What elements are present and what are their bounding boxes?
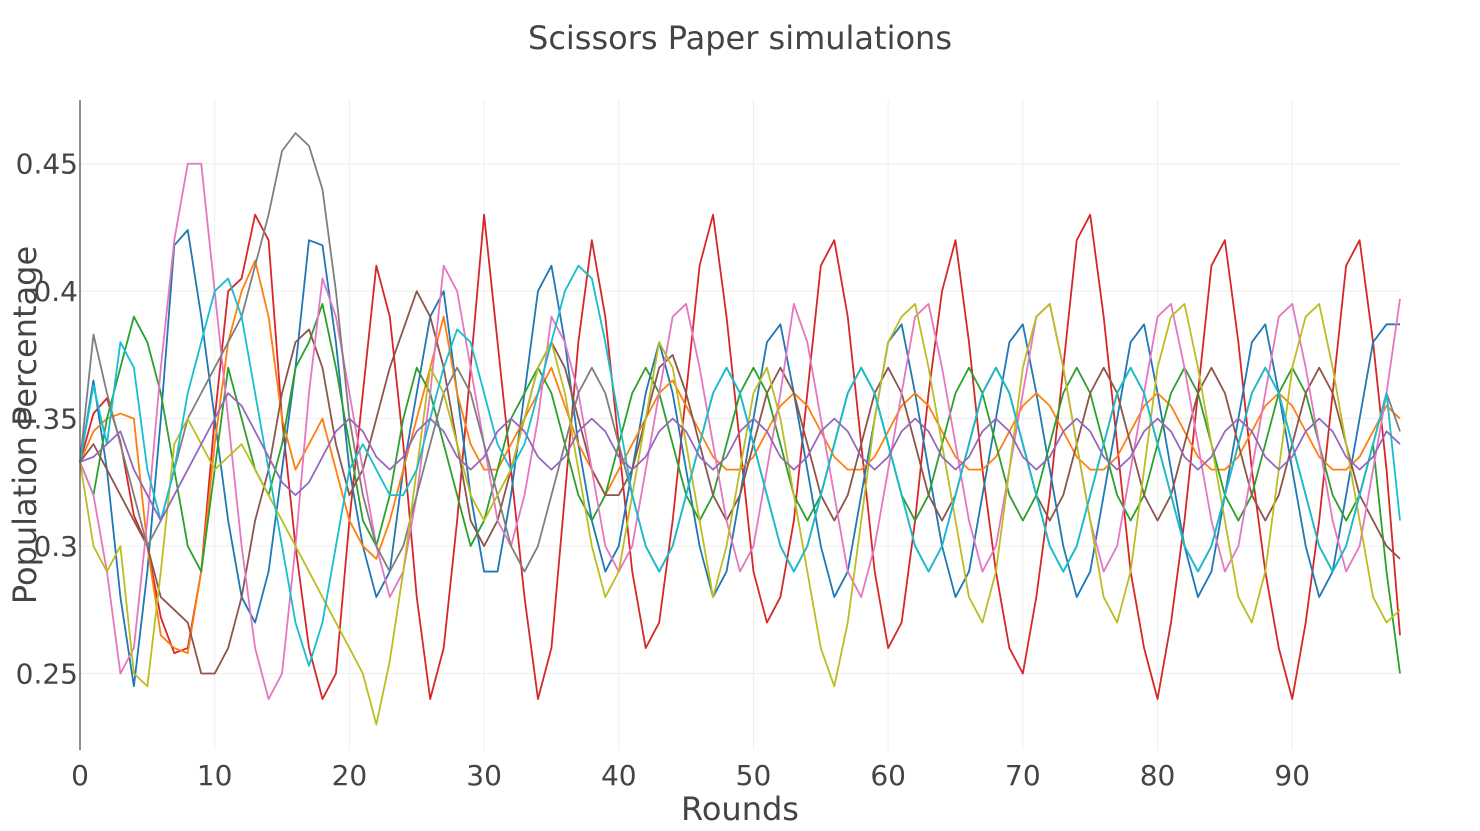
series-line-9 [79,264,1401,667]
y-tick-label: 0.35 [16,403,78,436]
x-tick-label: 90 [1274,759,1310,792]
y-tick-label: 0.3 [33,530,78,563]
x-axis-title: Rounds [681,790,799,828]
x-tick-label: 70 [1005,759,1041,792]
x-tick-label: 0 [71,759,89,792]
grid-layer [80,100,1400,750]
series-line-6 [79,162,1401,700]
chart-title: Scissors Paper simulations [528,19,952,57]
x-tick-label: 30 [466,759,502,792]
series-layer [79,132,1401,726]
y-tick-label: 0.4 [33,275,78,308]
y-tick-label: 0.25 [16,658,78,691]
y-tick-label: 0.45 [16,148,78,181]
x-tick-label: 50 [736,759,772,792]
x-tick-label: 40 [601,759,637,792]
y-axis-title: Population Percentage [6,246,44,604]
x-tick-label: 60 [870,759,906,792]
x-tick-label: 80 [1140,759,1176,792]
y-tick-labels: 0.25 0.3 0.35 0.4 0.45 [16,148,78,691]
series-line-1 [79,213,1401,700]
series-line-10 [79,392,1401,522]
x-tick-label: 20 [332,759,368,792]
x-tick-labels: 0 10 20 30 40 50 60 70 80 90 [71,759,1310,792]
x-tick-label: 10 [197,759,233,792]
series-line-8 [79,303,1401,726]
series-line-5 [79,290,1401,675]
